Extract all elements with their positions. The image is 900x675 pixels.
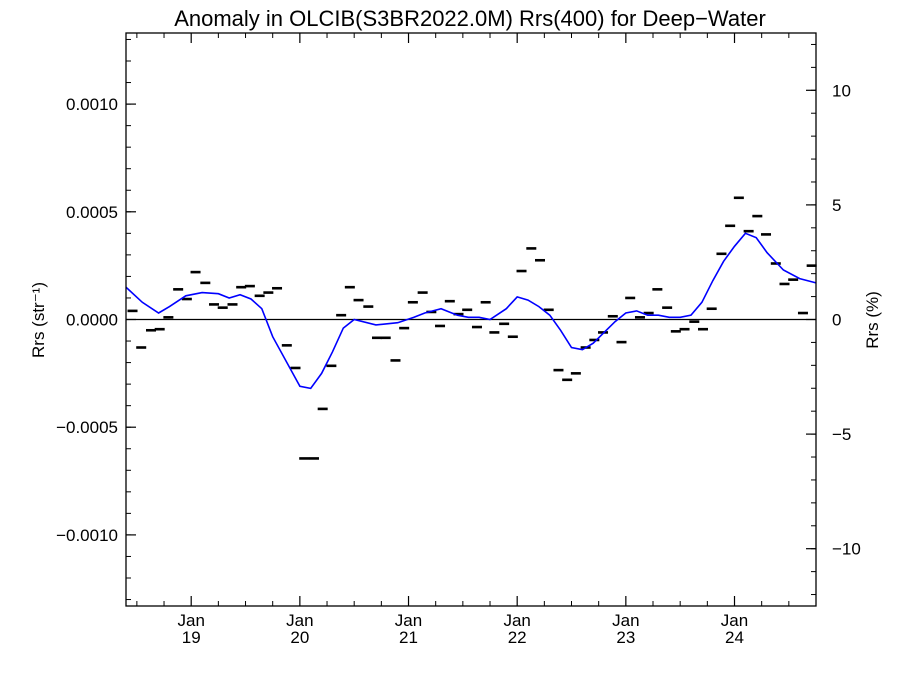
y-tick-label-left: −0.0010 <box>56 526 118 545</box>
x-tick-label-year: 22 <box>508 628 527 647</box>
y-tick-label-left: 0.0005 <box>66 203 118 222</box>
y-tick-label-right: 0 <box>832 311 841 330</box>
x-tick-label-month: Jan <box>612 611 639 630</box>
y-tick-label-right: 10 <box>832 81 851 100</box>
x-tick-label-month: Jan <box>177 611 204 630</box>
y-tick-label-left: 0.0000 <box>66 311 118 330</box>
y-tick-label-left: −0.0005 <box>56 418 118 437</box>
x-tick-label-month: Jan <box>721 611 748 630</box>
y-tick-label-right: −5 <box>832 425 851 444</box>
x-tick-label-year: 24 <box>725 628 744 647</box>
x-tick-label-month: Jan <box>503 611 530 630</box>
y-axis-label-right: Rrs (%) <box>863 291 882 349</box>
x-tick-label-month: Jan <box>395 611 422 630</box>
x-tick-label-month: Jan <box>286 611 313 630</box>
y-axis-label-left: Rrs (str⁻¹) <box>29 282 48 358</box>
plot-area: 0.0010 0.0005 0.0000 −0.0005 −0.0010 10 5 0 −5 −1… <box>56 32 861 647</box>
plot-frame <box>125 32 817 607</box>
chart-title: Anomaly in OLCIB(S3BR2022.0M) Rrs(400) f… <box>174 6 766 31</box>
y-tick-label-right: −10 <box>832 540 861 559</box>
y-tick-label-right: 5 <box>832 196 841 215</box>
x-tick-label-year: 19 <box>182 628 201 647</box>
smoothed-anomaly-line <box>125 232 817 390</box>
x-tick-label-year: 21 <box>399 628 418 647</box>
y-tick-label-left: 0.0010 <box>66 95 118 114</box>
x-tick-label-year: 20 <box>290 628 309 647</box>
x-tick-label-year: 23 <box>616 628 635 647</box>
